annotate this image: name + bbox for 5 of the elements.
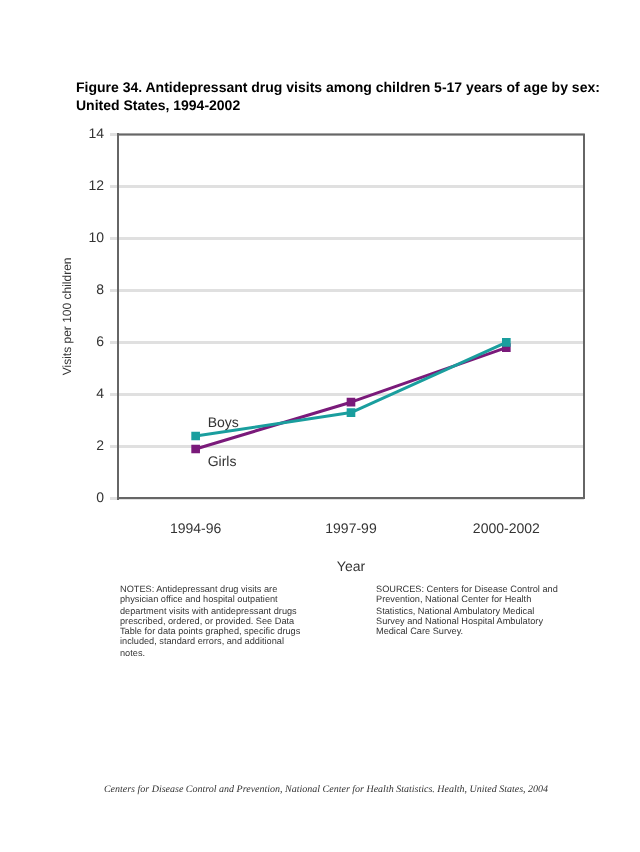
point (502, 338, 511, 347)
point (191, 444, 200, 454)
point (346, 397, 356, 407)
point (191, 431, 200, 441)
point (346, 408, 356, 417)
